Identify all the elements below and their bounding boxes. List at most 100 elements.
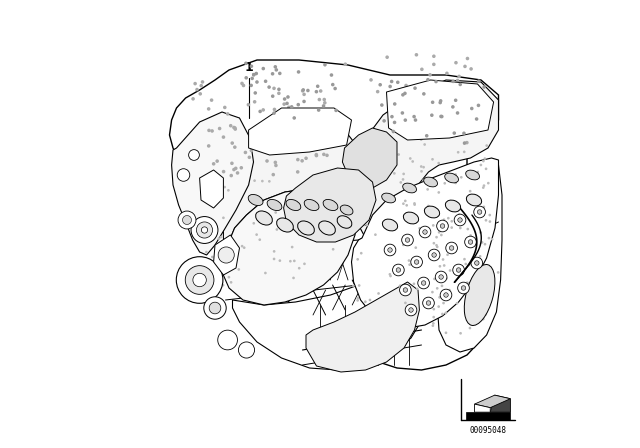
- Circle shape: [304, 156, 308, 160]
- Circle shape: [388, 248, 392, 252]
- Circle shape: [370, 181, 372, 183]
- Circle shape: [458, 75, 461, 78]
- Ellipse shape: [286, 199, 301, 211]
- Circle shape: [484, 168, 488, 170]
- Circle shape: [454, 61, 458, 65]
- Circle shape: [428, 73, 432, 77]
- Circle shape: [233, 126, 237, 130]
- Circle shape: [479, 164, 483, 166]
- Circle shape: [476, 289, 479, 291]
- Circle shape: [421, 96, 425, 100]
- Circle shape: [315, 154, 318, 157]
- Circle shape: [298, 267, 301, 270]
- Circle shape: [437, 305, 440, 308]
- Circle shape: [282, 102, 286, 106]
- Circle shape: [474, 261, 479, 265]
- Circle shape: [325, 154, 329, 157]
- Circle shape: [393, 102, 397, 106]
- Circle shape: [489, 276, 492, 278]
- Circle shape: [440, 224, 445, 228]
- Circle shape: [482, 318, 484, 320]
- Circle shape: [244, 151, 247, 154]
- Circle shape: [461, 286, 466, 290]
- Circle shape: [444, 88, 447, 92]
- Circle shape: [403, 89, 406, 93]
- Circle shape: [467, 300, 470, 302]
- Circle shape: [482, 186, 484, 189]
- Ellipse shape: [424, 177, 438, 187]
- Ellipse shape: [381, 193, 396, 203]
- Circle shape: [435, 271, 447, 283]
- Circle shape: [376, 90, 380, 94]
- Circle shape: [469, 190, 472, 193]
- Circle shape: [442, 302, 445, 304]
- Circle shape: [211, 256, 214, 258]
- Circle shape: [428, 82, 431, 86]
- Circle shape: [226, 112, 230, 116]
- Circle shape: [300, 159, 304, 163]
- Circle shape: [216, 159, 219, 163]
- Circle shape: [218, 247, 234, 263]
- Circle shape: [302, 93, 306, 96]
- Circle shape: [323, 98, 326, 101]
- Circle shape: [396, 81, 399, 84]
- Circle shape: [259, 110, 262, 113]
- Circle shape: [487, 182, 490, 185]
- Circle shape: [430, 113, 434, 117]
- Circle shape: [262, 135, 266, 139]
- Circle shape: [331, 83, 335, 86]
- Circle shape: [202, 227, 207, 233]
- Circle shape: [178, 211, 196, 229]
- Circle shape: [341, 192, 344, 195]
- Circle shape: [427, 213, 429, 215]
- Circle shape: [477, 171, 479, 173]
- Circle shape: [252, 222, 255, 224]
- Circle shape: [405, 204, 408, 207]
- Circle shape: [291, 246, 294, 248]
- Circle shape: [367, 191, 369, 194]
- Circle shape: [301, 89, 305, 93]
- Circle shape: [191, 216, 218, 243]
- Ellipse shape: [276, 218, 293, 232]
- Circle shape: [440, 115, 444, 118]
- Circle shape: [273, 108, 276, 111]
- Circle shape: [317, 205, 321, 207]
- Circle shape: [439, 99, 442, 103]
- Circle shape: [236, 171, 239, 175]
- Circle shape: [446, 254, 449, 256]
- Circle shape: [207, 129, 211, 132]
- Circle shape: [285, 102, 289, 105]
- Circle shape: [295, 224, 298, 227]
- Circle shape: [330, 73, 333, 77]
- Circle shape: [268, 180, 271, 183]
- Circle shape: [455, 203, 458, 206]
- Circle shape: [221, 284, 225, 287]
- Circle shape: [479, 255, 481, 258]
- Polygon shape: [170, 60, 499, 370]
- Circle shape: [435, 236, 438, 238]
- Circle shape: [223, 186, 226, 189]
- Circle shape: [446, 242, 458, 254]
- Circle shape: [253, 100, 257, 103]
- Circle shape: [380, 103, 383, 107]
- Circle shape: [234, 127, 237, 131]
- Circle shape: [403, 288, 408, 292]
- Circle shape: [413, 203, 416, 206]
- Circle shape: [458, 218, 462, 222]
- Circle shape: [457, 151, 460, 154]
- Polygon shape: [172, 112, 253, 255]
- Circle shape: [463, 151, 465, 153]
- Circle shape: [456, 111, 460, 115]
- Circle shape: [436, 220, 449, 232]
- Circle shape: [232, 126, 236, 129]
- Circle shape: [244, 76, 248, 80]
- Circle shape: [377, 292, 380, 295]
- Circle shape: [232, 250, 235, 253]
- Circle shape: [237, 268, 240, 271]
- Polygon shape: [306, 282, 419, 372]
- Circle shape: [402, 244, 404, 246]
- Circle shape: [344, 62, 347, 66]
- Circle shape: [393, 172, 396, 175]
- Circle shape: [366, 195, 369, 198]
- Circle shape: [420, 165, 422, 168]
